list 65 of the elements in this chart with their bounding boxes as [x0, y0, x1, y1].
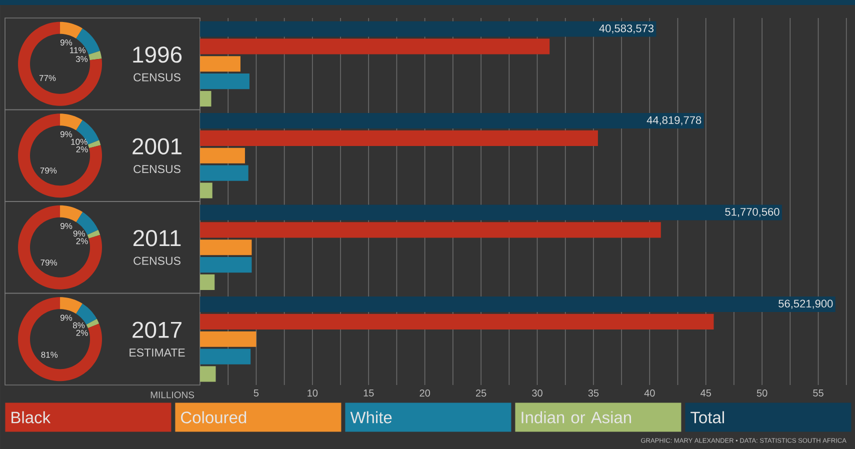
annotation: 51,770,560: [725, 208, 780, 218]
data-label: 8%: [72, 322, 85, 328]
data-label: 77%: [39, 75, 56, 82]
data-label: 79%: [40, 168, 57, 174]
text: Black: [12, 411, 51, 424]
text: CENSUS: [134, 164, 180, 174]
text: Total: [690, 411, 724, 424]
bar: [200, 240, 252, 256]
bar: [200, 366, 216, 382]
data-label: 9%: [60, 223, 72, 230]
bar: [200, 21, 656, 37]
bar: [200, 90, 212, 107]
data-label: 2%: [76, 330, 88, 336]
data-label: 2%: [76, 146, 88, 152]
x-tick-label: 35: [588, 390, 599, 397]
data-label: 11%: [70, 47, 86, 54]
text: 1996: [133, 46, 182, 63]
bar: [200, 74, 250, 90]
x-tick-label: 15: [364, 390, 374, 396]
bar: [200, 274, 215, 290]
bar: [200, 112, 704, 129]
x-tick-label: 50: [756, 390, 768, 397]
text: Indian or Asian: [522, 411, 632, 424]
text: ESTIMATE: [130, 348, 185, 357]
annotation: 56,521,900: [778, 300, 833, 309]
bar: [200, 182, 212, 198]
x-tick-label: 40: [644, 390, 655, 397]
text: White: [350, 411, 392, 424]
data-label: 9%: [60, 39, 72, 46]
x-tick-label: 45: [700, 390, 711, 396]
text: CENSUS: [134, 73, 180, 82]
bar: [200, 38, 550, 54]
data-label: 79%: [40, 260, 58, 266]
bar: [200, 222, 661, 238]
data-label: 9%: [60, 314, 72, 321]
x-tick-label: 55: [813, 390, 824, 396]
bar: [200, 56, 240, 72]
bar: [200, 331, 256, 347]
data-label: 10%: [71, 138, 88, 145]
bar: [200, 165, 248, 181]
text: 2011: [133, 230, 181, 246]
text: 2001: [132, 138, 182, 155]
bar: [200, 204, 782, 220]
annotation: 44,819,778: [646, 116, 702, 126]
data-label: 9%: [73, 230, 85, 237]
text: Coloured: [181, 411, 246, 424]
annotation: 40,583,573: [599, 24, 654, 34]
data-label: 9%: [60, 131, 72, 138]
text: CENSUS: [134, 256, 180, 265]
bar: [200, 130, 598, 146]
data-label: 2%: [76, 238, 88, 244]
data-label: 3%: [76, 56, 88, 62]
x-tick-label: 20: [420, 390, 430, 397]
bar: [200, 148, 245, 164]
bar: [200, 257, 252, 273]
x-tick-label: 5: [254, 390, 259, 396]
bar: [200, 348, 251, 364]
bar: [200, 296, 836, 312]
data-label: 81%: [41, 352, 58, 358]
x-tick-label: 25: [476, 390, 486, 397]
text: 2017: [132, 322, 182, 338]
x-tick-label: 30: [532, 390, 542, 397]
x-axis-title: MILLIONS: [150, 392, 194, 398]
bar: [200, 314, 714, 330]
x-tick-label: 10: [308, 390, 318, 397]
